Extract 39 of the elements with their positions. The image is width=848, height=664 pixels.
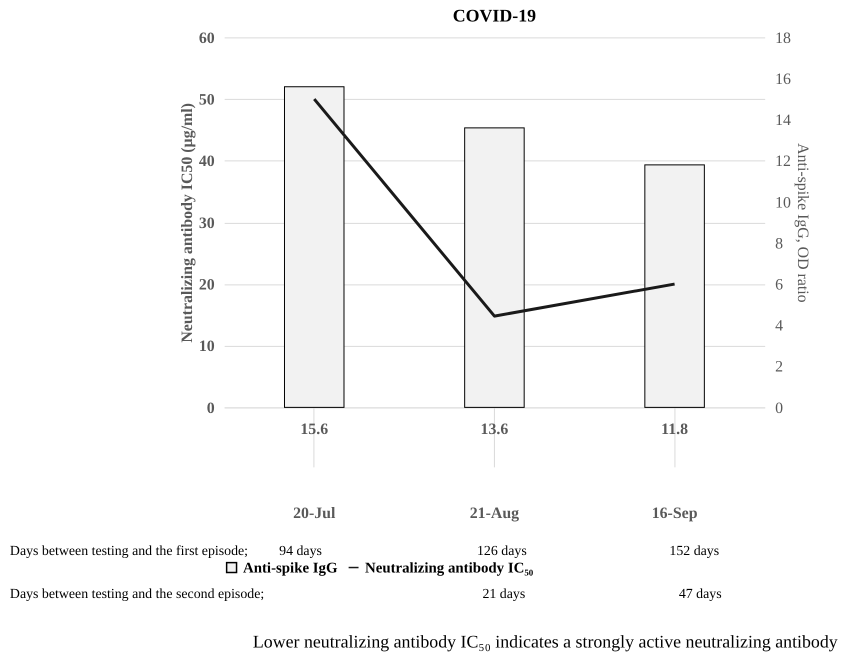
y-tick-label: 30 bbox=[198, 214, 215, 232]
bar bbox=[464, 127, 525, 408]
y2-tick-label: 10 bbox=[775, 194, 792, 212]
y2-tick-label: 6 bbox=[775, 276, 784, 294]
y2-tick-label: 2 bbox=[775, 358, 784, 376]
y2-tick-label: 16 bbox=[775, 70, 792, 88]
y-tick-label: 10 bbox=[198, 338, 215, 356]
text: Lower neutralizing antibody IC₅₀ indicates a strongly active neutralizing antibody bbox=[252, 631, 838, 652]
x-tick-label: 21-Aug bbox=[470, 504, 520, 522]
chart-title: COVID-19 bbox=[452, 6, 536, 26]
y2-tick-label: 18 bbox=[775, 30, 792, 47]
y2-tick-label: 0 bbox=[775, 400, 784, 417]
text: 94 days bbox=[279, 544, 322, 560]
data-label: 15.6 bbox=[300, 421, 328, 438]
legend-label: Anti-spike IgG bbox=[242, 560, 338, 576]
bar bbox=[284, 86, 344, 408]
legend-label: Neutralizing antibody IC₅₀ bbox=[364, 560, 534, 576]
text: 47 days bbox=[678, 586, 722, 602]
text: Days between testing and the first episode; bbox=[10, 544, 248, 560]
y2-tick-label: 12 bbox=[775, 153, 792, 170]
x-tick-label: 16-Sep bbox=[652, 504, 698, 522]
text: 152 days bbox=[669, 544, 720, 560]
data-label: 11.8 bbox=[661, 421, 688, 438]
y2-axis-title: Anti-spike IgG, OD ratio bbox=[794, 143, 811, 303]
text: 21 days bbox=[482, 586, 526, 602]
y-axis-title: Neutralizing antibody IC50 (µg/ml) bbox=[178, 103, 196, 343]
y2-tick-label: 14 bbox=[775, 112, 792, 130]
x-tick-label: 20-Jul bbox=[293, 504, 336, 522]
y-tick-label: 40 bbox=[198, 153, 215, 170]
y-tick-label: 50 bbox=[198, 92, 215, 109]
y-tick-label: 0 bbox=[206, 400, 215, 417]
y2-tick-label: 4 bbox=[775, 318, 784, 335]
data-label: 13.6 bbox=[480, 421, 508, 438]
bar bbox=[644, 164, 705, 408]
y-tick-label: 60 bbox=[198, 30, 215, 47]
text: 126 days bbox=[477, 544, 527, 560]
text: Days between testing and the second episode; bbox=[10, 586, 264, 602]
y-tick-label: 20 bbox=[198, 276, 215, 294]
y2-tick-label: 8 bbox=[775, 235, 784, 252]
